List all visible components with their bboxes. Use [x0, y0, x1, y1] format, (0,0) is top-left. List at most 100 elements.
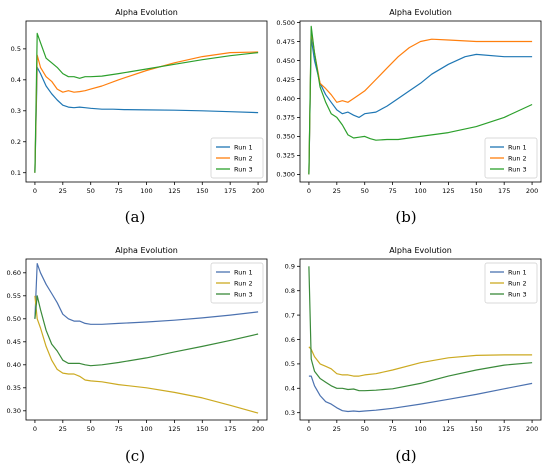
legend-label-c-3: Run 3 [234, 290, 253, 298]
series-line-b-1 [308, 37, 533, 175]
y-tick-label-d-0.9: 0.9 [285, 263, 295, 271]
x-tick-label-a-75: 75 [114, 187, 122, 195]
y-tick-label-c-0.55: 0.55 [7, 292, 21, 300]
x-tick-label-d-0: 0 [307, 425, 311, 433]
x-tick-label-d-25: 25 [333, 425, 341, 433]
y-tick-label-a-0.3: 0.3 [11, 107, 21, 115]
chart-title-a: Alpha Evolution [115, 8, 178, 17]
series-line-b-3 [308, 25, 533, 175]
legend-label-d-2: Run 2 [508, 279, 527, 287]
y-tick-label-c-0.6: 0.60 [7, 269, 21, 277]
x-tick-label-a-25: 25 [59, 187, 67, 195]
chart-a: Alpha Evolution 0 25 50 75 100 125 150 175 200 0.1… [11, 8, 268, 195]
x-tick-label-c-25: 25 [59, 425, 67, 433]
x-tick-label-c-100: 100 [140, 425, 152, 433]
y-tick-label-b-0.5: 0.500 [276, 19, 295, 27]
y-tick-label-b-0.35: 0.350 [276, 133, 295, 141]
legend-box-b [484, 137, 538, 179]
y-tick-label-d-0.5: 0.5 [285, 360, 295, 368]
legend-label-a-3: Run 3 [234, 165, 253, 173]
y-tick-label-c-0.45: 0.45 [7, 338, 21, 346]
legend-label-c-1: Run 1 [234, 268, 253, 276]
x-tick-label-d-200: 200 [526, 425, 538, 433]
legend-label-b-1: Run 1 [508, 143, 527, 151]
x-tick-label-b-75: 75 [388, 187, 396, 195]
x-tick-label-d-150: 150 [470, 425, 482, 433]
chart-title-b: Alpha Evolution [389, 8, 452, 17]
x-tick-label-b-25: 25 [333, 187, 341, 195]
series-line-d-3 [308, 266, 533, 392]
y-tick-label-b-0.3: 0.300 [276, 171, 295, 179]
y-tick-label-b-0.4: 0.400 [276, 95, 295, 103]
legend-a: Run 1 Run 2 Run 3 [210, 137, 264, 179]
y-tick-label-b-0.45: 0.450 [276, 57, 295, 65]
y-tick-label-a-0.2: 0.2 [11, 138, 21, 146]
series-line-c-1 [34, 263, 259, 325]
x-tick-label-a-125: 125 [168, 187, 180, 195]
x-tick-label-d-175: 175 [498, 425, 510, 433]
series-line-b-2 [308, 29, 533, 175]
y-tick-label-b-0.375: 0.375 [276, 114, 295, 122]
y-tick-label-c-0.5: 0.50 [7, 315, 21, 323]
legend-b: Run 1 Run 2 Run 3 [484, 137, 538, 179]
chart-d: Alpha Evolution 0 25 50 75 100 125 150 175 200 0.3… [285, 246, 542, 433]
x-tick-label-b-50: 50 [361, 187, 369, 195]
series-line-c-3 [34, 295, 259, 367]
y-tick-label-b-0.325: 0.325 [276, 152, 295, 160]
x-tick-label-a-150: 150 [196, 187, 208, 195]
legend-c: Run 1 Run 2 Run 3 [210, 262, 264, 304]
chart-title-d: Alpha Evolution [389, 246, 452, 255]
legend-label-d-1: Run 1 [508, 268, 527, 276]
x-tick-label-a-50: 50 [87, 187, 95, 195]
legend-box-d [484, 262, 538, 304]
x-tick-label-c-0: 0 [33, 425, 37, 433]
x-tick-label-c-175: 175 [224, 425, 236, 433]
x-tick-label-d-100: 100 [414, 425, 426, 433]
legend-d: Run 1 Run 2 Run 3 [484, 262, 538, 304]
legend-label-d-3: Run 3 [508, 290, 527, 298]
chart-title-c: Alpha Evolution [115, 246, 178, 255]
panel-label-b: (b) [395, 208, 417, 226]
y-tick-label-d-0.8: 0.8 [285, 287, 295, 295]
y-tick-label-d-0.3: 0.3 [285, 409, 295, 417]
y-tick-label-a-0.5: 0.5 [11, 45, 21, 53]
panel-label-c: (c) [124, 447, 146, 465]
x-tick-label-a-100: 100 [140, 187, 152, 195]
y-tick-label-c-0.35: 0.35 [7, 384, 21, 392]
x-tick-label-d-50: 50 [361, 425, 369, 433]
x-tick-label-d-75: 75 [388, 425, 396, 433]
x-tick-label-b-0: 0 [307, 187, 311, 195]
x-tick-label-d-125: 125 [442, 425, 454, 433]
series-line-a-3 [34, 32, 259, 173]
chart-b: Alpha Evolution 0 25 50 75 100 125 150 175 200 0.3… [276, 8, 542, 195]
series-line-a-2 [34, 51, 259, 173]
legend-label-c-2: Run 2 [234, 279, 253, 287]
series-line-d-2 [308, 346, 533, 377]
series-line-c-2 [34, 295, 259, 414]
y-tick-label-a-0.1: 0.1 [11, 169, 21, 177]
y-tick-label-a-0.4: 0.4 [11, 76, 21, 84]
x-tick-label-b-200: 200 [526, 187, 538, 195]
series-line-d-1 [308, 375, 533, 413]
x-tick-label-b-150: 150 [470, 187, 482, 195]
legend-label-a-2: Run 2 [234, 154, 253, 162]
x-tick-label-b-100: 100 [414, 187, 426, 195]
x-tick-label-c-150: 150 [196, 425, 208, 433]
y-tick-label-d-0.4: 0.4 [285, 385, 295, 393]
panel-label-d: (d) [395, 447, 417, 465]
legend-label-b-2: Run 2 [508, 154, 527, 162]
legend-box-c [210, 262, 264, 304]
y-tick-label-d-0.7: 0.7 [285, 311, 295, 319]
panel-label-a: (a) [124, 208, 146, 226]
x-tick-label-c-50: 50 [87, 425, 95, 433]
y-tick-label-b-0.425: 0.425 [276, 76, 295, 84]
x-tick-label-b-125: 125 [442, 187, 454, 195]
legend-label-b-3: Run 3 [508, 165, 527, 173]
chart-c: Alpha Evolution 0 25 50 75 100 125 150 175 200 0.3… [7, 246, 268, 433]
x-tick-label-c-75: 75 [114, 425, 122, 433]
legend-label-a-1: Run 1 [234, 143, 253, 151]
legend-box-a [210, 137, 264, 179]
y-tick-label-c-0.4: 0.40 [7, 361, 21, 369]
series-line-a-1 [34, 66, 259, 173]
y-tick-label-d-0.6: 0.6 [285, 336, 295, 344]
